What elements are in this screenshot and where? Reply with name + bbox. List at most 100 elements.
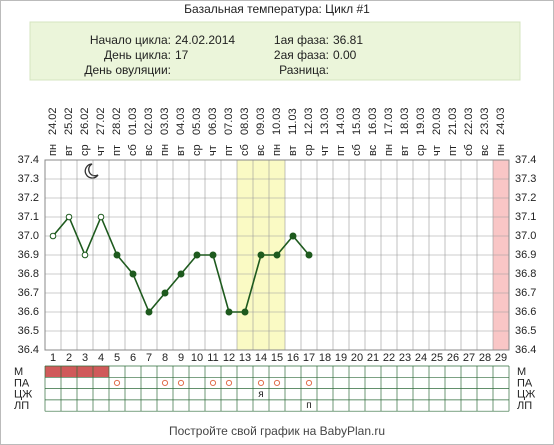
y-tick-label-right: 36.7 xyxy=(515,287,536,299)
x-tick-label: 26 xyxy=(447,352,459,364)
y-tick-label-right: 36.8 xyxy=(515,268,536,280)
date-label: 09.03 xyxy=(255,107,267,135)
info-value: 17 xyxy=(175,48,189,62)
x-tick-label: 6 xyxy=(130,352,136,364)
date-label: 07.03 xyxy=(223,107,235,135)
date-label: 16.03 xyxy=(367,107,379,135)
weekday-label: вс xyxy=(143,144,155,156)
weekday-label: чт xyxy=(319,145,331,156)
pa-mark xyxy=(225,379,233,387)
row-label: ПА xyxy=(14,377,30,389)
y-tick-label-right: 37.3 xyxy=(515,173,536,185)
weekday-label: пн xyxy=(159,144,171,156)
y-tick-label: 37.0 xyxy=(18,230,39,242)
plot-border xyxy=(44,159,510,351)
info-label: Начало цикла: xyxy=(90,33,171,47)
temperature-point xyxy=(161,289,169,297)
y-tick-label: 37.3 xyxy=(18,173,39,185)
x-tick-label: 4 xyxy=(98,352,104,364)
y-tick-label: 36.9 xyxy=(18,249,39,261)
x-tick-label: 13 xyxy=(239,352,251,364)
date-label: 02.03 xyxy=(143,107,155,135)
x-tick-label: 2 xyxy=(66,352,72,364)
date-label: 20.03 xyxy=(431,107,443,135)
weekday-label: сб xyxy=(239,144,251,156)
weekday-label: ср xyxy=(303,144,315,156)
date-label: 06.03 xyxy=(207,107,219,135)
x-tick-label: 16 xyxy=(287,352,299,364)
y-tick-label: 37.1 xyxy=(18,211,39,223)
pa-mark xyxy=(161,379,169,387)
weekday-label: пт xyxy=(447,145,459,156)
date-label: 23.03 xyxy=(479,107,491,135)
weekday-label: пн xyxy=(495,144,507,156)
x-tick-label: 18 xyxy=(319,352,331,364)
date-label: 11.03 xyxy=(287,108,299,135)
temperature-point xyxy=(209,251,217,259)
row-label-right: ПА xyxy=(517,377,533,389)
x-tick-label: 20 xyxy=(351,352,363,364)
y-tick-label: 36.6 xyxy=(18,306,39,318)
date-label: 28.02 xyxy=(111,107,123,135)
y-tick-label: 36.7 xyxy=(18,287,39,299)
x-tick-label: 25 xyxy=(431,352,443,364)
row-label: М xyxy=(14,366,23,378)
x-tick-label: 24 xyxy=(415,352,427,364)
weekday-label: сб xyxy=(127,144,139,156)
row-text: я xyxy=(258,389,263,400)
x-tick-label: 10 xyxy=(191,352,203,364)
temperature-point xyxy=(113,251,121,259)
temperature-point xyxy=(177,270,185,278)
row-label: ЛП xyxy=(14,400,29,412)
temperature-point xyxy=(257,251,265,259)
info-label: День овуляции: xyxy=(84,63,171,77)
temperature-point xyxy=(81,251,89,259)
info-label: 1ая фаза: xyxy=(274,33,329,47)
weekday-label: ср xyxy=(191,144,203,156)
y-tick-label-right: 36.4 xyxy=(515,344,536,356)
menstruation-cell xyxy=(77,366,93,378)
x-tick-label: 17 xyxy=(303,352,315,364)
weekday-label: вт xyxy=(63,145,75,156)
date-label: 12.03 xyxy=(303,107,315,135)
info-value: 36.81 xyxy=(333,33,363,47)
temperature-point xyxy=(225,308,233,316)
date-label: 15.03 xyxy=(351,107,363,135)
x-tick-label: 21 xyxy=(367,352,379,364)
y-tick-label-right: 37.4 xyxy=(515,154,536,166)
pa-mark xyxy=(177,379,185,387)
row-label: ЦЖ xyxy=(14,389,32,401)
weekday-label: вт xyxy=(399,145,411,156)
row-text: п xyxy=(306,400,311,411)
date-label: 26.02 xyxy=(79,107,91,135)
y-tick-label-right: 36.9 xyxy=(515,249,536,261)
weekday-label: чт xyxy=(431,145,443,156)
info-box xyxy=(29,21,521,81)
footer: Постройте свой график на BabyPlan.ru xyxy=(169,424,385,438)
menstruation-cell xyxy=(93,366,109,378)
pa-mark xyxy=(257,379,265,387)
x-tick-label: 15 xyxy=(271,352,283,364)
temperature-point xyxy=(241,308,249,316)
temperature-point xyxy=(305,251,313,259)
temperature-point xyxy=(49,232,57,240)
info-label: День цикла: xyxy=(104,48,171,62)
info-label: Разница: xyxy=(279,63,329,77)
weekday-label: вт xyxy=(287,145,299,156)
date-label: 03.03 xyxy=(159,107,171,135)
weekday-label: вс xyxy=(255,144,267,156)
x-tick-label: 7 xyxy=(146,352,152,364)
date-label: 05.03 xyxy=(191,107,203,135)
x-tick-label: 14 xyxy=(255,352,267,364)
x-tick-label: 1 xyxy=(50,352,56,364)
y-tick-label: 36.8 xyxy=(18,268,39,280)
weekday-label: чт xyxy=(95,145,107,156)
date-label: 17.03 xyxy=(383,107,395,135)
x-tick-label: 29 xyxy=(495,352,507,364)
y-tick-label: 37.2 xyxy=(18,192,39,204)
date-label: 25.02 xyxy=(63,107,75,135)
date-label: 24.02 xyxy=(47,107,59,135)
date-label: 04.03 xyxy=(175,107,187,135)
row-label-right: М xyxy=(517,366,526,378)
temperature-point xyxy=(65,213,73,221)
